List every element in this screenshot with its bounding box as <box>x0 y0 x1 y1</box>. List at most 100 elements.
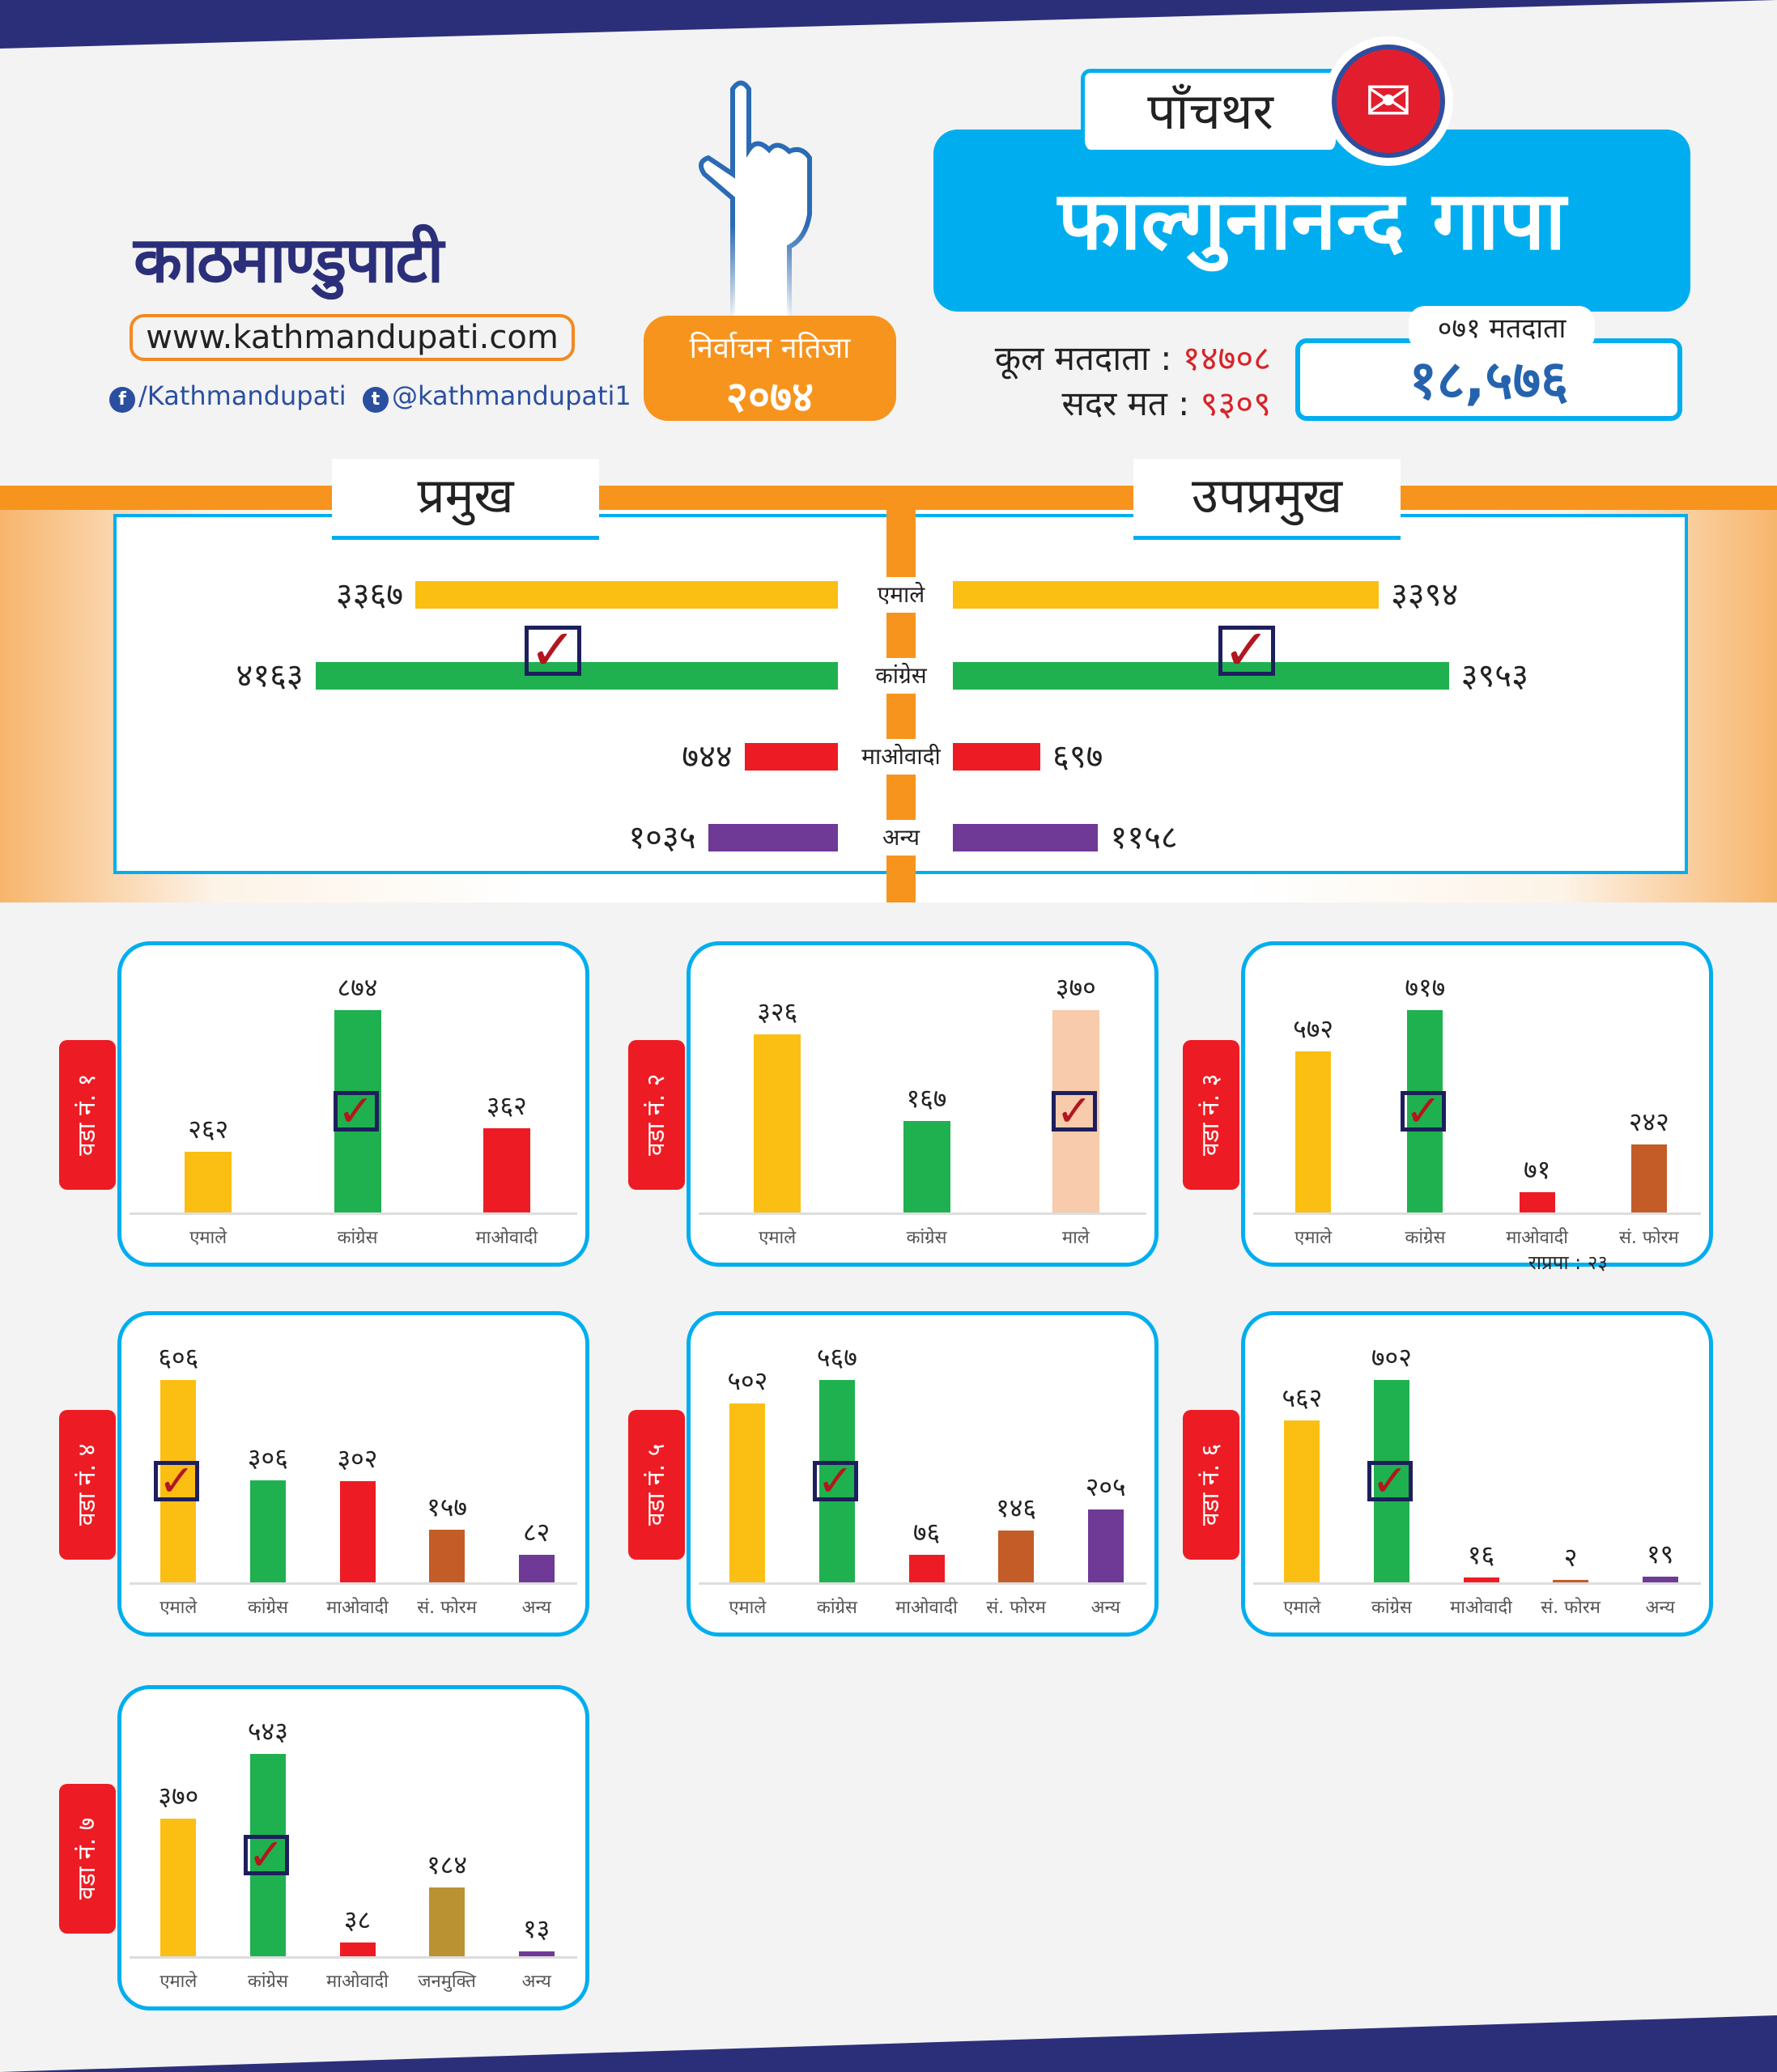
ward-card: २६२ एमाले ८७४ कांग्रेस ✓ ३६२ माओवादी <box>117 941 589 1267</box>
chart-baseline <box>1253 1582 1701 1585</box>
category-label: माओवादी <box>1506 1228 1568 1248</box>
category-label: माओवादी <box>1450 1598 1512 1618</box>
ward-card: ६०६ एमाले ✓ ३०६ कांग्रेस ३०२ माओवादी १५७ सं. फोर… <box>117 1311 589 1637</box>
chief-votes: ४१६३ <box>236 657 304 694</box>
deputy-bar <box>953 824 1099 851</box>
winner-check-icon: ✓ <box>1401 1089 1447 1133</box>
category-label: कांग्रेस <box>247 1972 288 1992</box>
ward-label: वडा नं. १ <box>59 1040 116 1190</box>
winner-check-icon: ✓ <box>243 1833 289 1877</box>
category-label: सं. फोरम <box>1619 1228 1679 1248</box>
chart-baseline <box>699 1212 1146 1215</box>
chief-votes: ७४४ <box>682 738 733 775</box>
deputy-bar <box>953 743 1041 771</box>
bar-value: ३२६ <box>757 996 798 1027</box>
bar-value: ३७० <box>158 1780 199 1811</box>
bar-value: ३०६ <box>247 1441 288 1473</box>
badge-title: निर्वाचन नतिजा <box>689 332 851 365</box>
bar-value: ३८ <box>343 1904 372 1935</box>
winner-check-icon: ✓ <box>812 1459 858 1503</box>
bar-value: ३०२ <box>337 1443 378 1475</box>
category-label: अन्य <box>1090 1598 1120 1618</box>
bar-4 <box>1087 1509 1124 1582</box>
logo-text: काठमाण्डुपाटी <box>134 224 444 297</box>
category-label: एमाले <box>1283 1598 1321 1618</box>
bottom-band <box>0 2015 1777 2072</box>
chart-baseline <box>699 1582 1146 1585</box>
facebook-link[interactable]: /Kathmandupati <box>138 380 346 411</box>
bar-2 <box>908 1555 945 1582</box>
badge-year: २०७४ <box>725 373 814 422</box>
bar-value: २६२ <box>188 1114 229 1145</box>
bar-value: १६७ <box>906 1083 947 1115</box>
election-result-badge: निर्वाचन नतिजा २०७४ <box>644 316 896 422</box>
bar-value: २४२ <box>1628 1106 1669 1137</box>
bar-0 <box>160 1380 197 1582</box>
social-links: f/Kathmandupati t @kathmandupati1 <box>109 380 631 413</box>
ward-card: ३२६ एमाले १६७ कांग्रेस ३७० माले ✓ <box>687 941 1158 1267</box>
category-label: अन्य <box>521 1598 551 1618</box>
bar-value: ५४३ <box>247 1716 288 1747</box>
winner-check-icon: ✓ <box>154 1459 200 1503</box>
category-label: एमाले <box>159 1598 198 1618</box>
category-label: माओवादी <box>326 1598 389 1618</box>
bar-3 <box>429 1530 466 1582</box>
category-label: कांग्रेस <box>247 1598 288 1618</box>
category-label: एमाले <box>159 1972 198 1992</box>
ward-label: वडा नं. २ <box>628 1040 685 1190</box>
bar-0 <box>1284 1420 1320 1582</box>
bar-value: १३ <box>523 1913 551 1944</box>
bar-value: ७०२ <box>1371 1342 1412 1373</box>
category-label: अन्य <box>521 1972 551 1992</box>
bar-1 <box>249 1480 286 1582</box>
category-label: एमाले <box>759 1228 797 1248</box>
winner-check-icon: ✓ <box>524 622 581 678</box>
bar-0 <box>185 1152 232 1212</box>
bar-2 <box>1519 1192 1555 1212</box>
category-label: अन्य <box>1645 1598 1675 1618</box>
chart-baseline <box>130 1582 577 1585</box>
bar-value: १४६ <box>996 1492 1037 1523</box>
category-label: कांग्रेस <box>1371 1598 1412 1618</box>
voter-stats: कूल मतदाता : १४७०८ सदर मत : ९३०९ <box>931 336 1271 427</box>
facebook-icon: f <box>109 387 135 413</box>
deputy-votes: ६९७ <box>1052 738 1103 775</box>
bar-value: २ <box>1563 1542 1578 1573</box>
winner-check-icon: ✓ <box>333 1089 379 1133</box>
website-link[interactable]: www.kathmandupati.com <box>130 314 575 361</box>
twitter-link[interactable]: @kathmandupati1 <box>392 380 631 411</box>
chief-bar <box>744 743 838 771</box>
bar-2 <box>339 1942 376 1956</box>
ward-card: ५०२ एमाले ५६७ कांग्रेस ✓ ७६ माओवादी १४६ सं. फोरम… <box>687 1311 1158 1637</box>
bar-value: ५६७ <box>816 1342 857 1373</box>
bar-3 <box>998 1530 1035 1582</box>
category-label: माले <box>1061 1228 1090 1248</box>
chart-baseline <box>130 1956 577 1959</box>
bar-0 <box>1295 1051 1332 1212</box>
winner-check-icon: ✓ <box>1051 1089 1097 1133</box>
chart-baseline <box>1253 1212 1701 1215</box>
ward-card: ५६२ एमाले ७०२ कांग्रेस ✓ १६ माओवादी २ सं. फोरम १९… <box>1241 1311 1713 1637</box>
bar-1 <box>903 1121 950 1212</box>
deputy-votes: ११५८ <box>1110 819 1178 856</box>
bar-0 <box>160 1818 197 1956</box>
ballot-box-icon: ✉ <box>1324 36 1453 166</box>
bar-value: ५६२ <box>1282 1382 1323 1413</box>
ward-label: वडा नं. ७ <box>59 1784 116 1934</box>
bar-1 <box>249 1754 286 1956</box>
twitter-icon: t <box>363 387 389 413</box>
chief-bar <box>415 581 838 609</box>
kathmandupati-logo: काठमाण्डुपाटी <box>134 214 444 300</box>
ward-label: वडा नं. ४ <box>59 1410 116 1560</box>
ward-note: राप्रपा : २३ <box>1528 1251 1608 1274</box>
bar-2 <box>1463 1577 1499 1582</box>
bar-value: ८७४ <box>337 972 378 1003</box>
bar-4 <box>518 1951 555 1956</box>
winner-check-icon: ✓ <box>1218 622 1275 678</box>
bar-3 <box>429 1887 466 1956</box>
total-voters-label: कूल मतदाता : <box>994 338 1172 378</box>
category-label: कांग्रेस <box>337 1228 378 1248</box>
total-voters-value: १४७०८ <box>1182 338 1271 378</box>
category-label: कांग्रेस <box>1405 1228 1446 1248</box>
category-label: माओवादी <box>475 1228 538 1248</box>
